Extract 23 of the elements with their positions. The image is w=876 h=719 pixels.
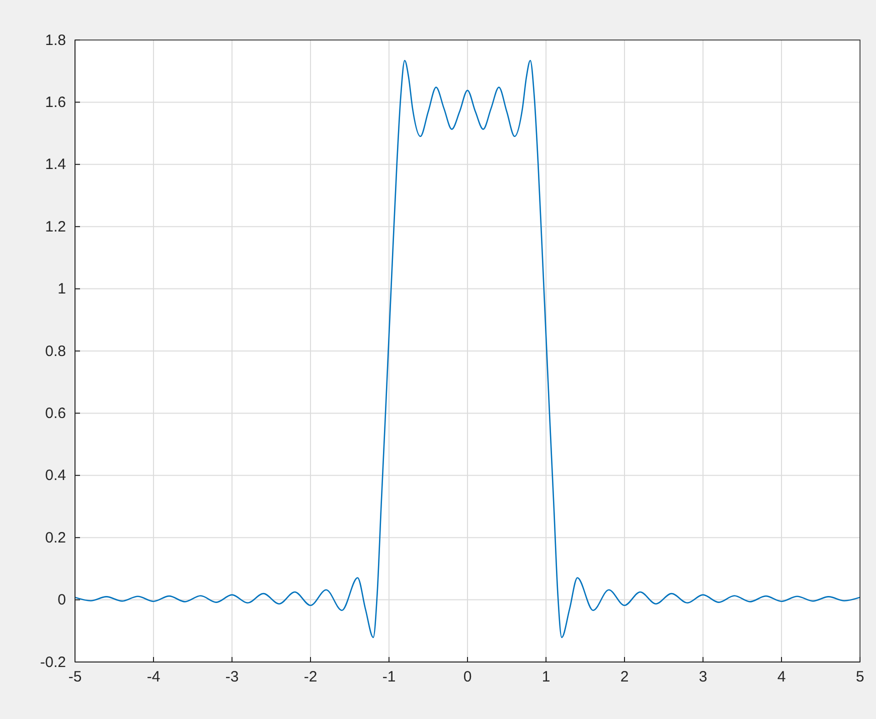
x-tick-label: -5 [68,668,82,686]
y-tick-label: 0.6 [45,405,66,422]
x-tick-label: 1 [542,668,550,686]
y-tick-label: 1.2 [45,218,66,236]
line-series [74,60,861,638]
x-tick-label: -3 [225,668,239,686]
x-tick-label: 4 [777,668,786,686]
x-tick-label: -1 [382,668,396,686]
y-tick-label: 0.2 [45,529,66,546]
y-tick-label: -0.2 [40,654,66,671]
x-tick-label: 0 [463,668,472,686]
x-tick-label: 5 [856,668,864,686]
x-tick-label: -4 [146,668,160,686]
y-tick-label: 1.6 [45,94,66,111]
y-tick-label: 0 [58,592,66,609]
y-tick-label: 1 [58,280,66,298]
y-tick-label: 0.4 [45,467,66,484]
y-tick-label: 1.8 [45,32,66,49]
x-tick-label: 3 [698,668,708,686]
x-tick-label: -2 [304,668,318,686]
y-tick-label: 0.8 [45,342,66,360]
y-tick-label: 1.4 [45,156,66,174]
x-tick-label: 2 [620,668,629,686]
